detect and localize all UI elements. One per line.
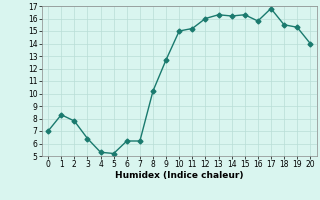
X-axis label: Humidex (Indice chaleur): Humidex (Indice chaleur) [115, 171, 244, 180]
